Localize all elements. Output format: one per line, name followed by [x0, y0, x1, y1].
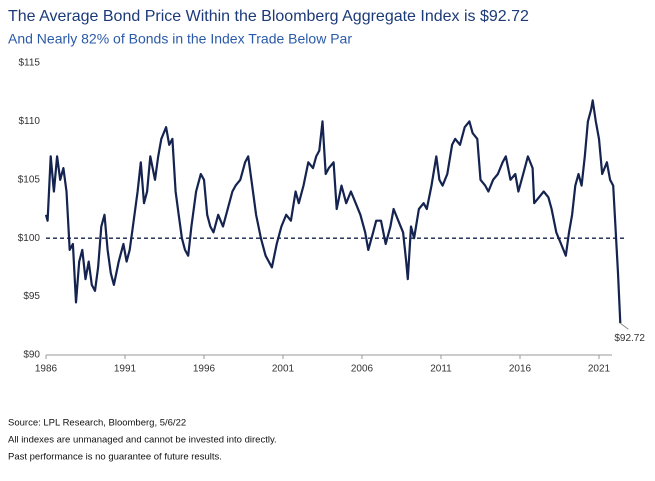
- x-tick-label: 2021: [588, 364, 611, 375]
- annotation: $92.72: [614, 333, 645, 344]
- y-tick-label: $110: [18, 116, 40, 127]
- chart-subtitle: And Nearly 82% of Bonds in the Index Tra…: [8, 31, 352, 47]
- x-tick-label: 2006: [351, 364, 374, 375]
- chart-title: The Average Bond Price Within the Bloomb…: [8, 8, 529, 25]
- disclaimer-note: All indexes are unmanaged and cannot be …: [8, 435, 277, 446]
- x-tick-label: 1996: [193, 364, 216, 375]
- x-tick-label: 1986: [35, 364, 58, 375]
- y-tick-label: $90: [23, 350, 40, 361]
- x-tick-label: 2011: [430, 364, 452, 375]
- disclaimer-note: Past performance is no guarantee of futu…: [8, 452, 222, 463]
- series-line: [44, 99, 622, 324]
- y-tick-label: $95: [23, 291, 40, 302]
- x-tick-label: 2016: [509, 364, 532, 375]
- x-tick-label: 2001: [272, 364, 295, 375]
- y-tick-label: $105: [18, 174, 41, 185]
- y-tick-label: $100: [18, 233, 41, 244]
- annotation-leader: [620, 322, 629, 330]
- source-note: Source: LPL Research, Bloomberg, 5/6/22: [8, 418, 186, 429]
- x-tick-label: 1991: [114, 364, 137, 375]
- y-tick-label: $115: [18, 58, 40, 69]
